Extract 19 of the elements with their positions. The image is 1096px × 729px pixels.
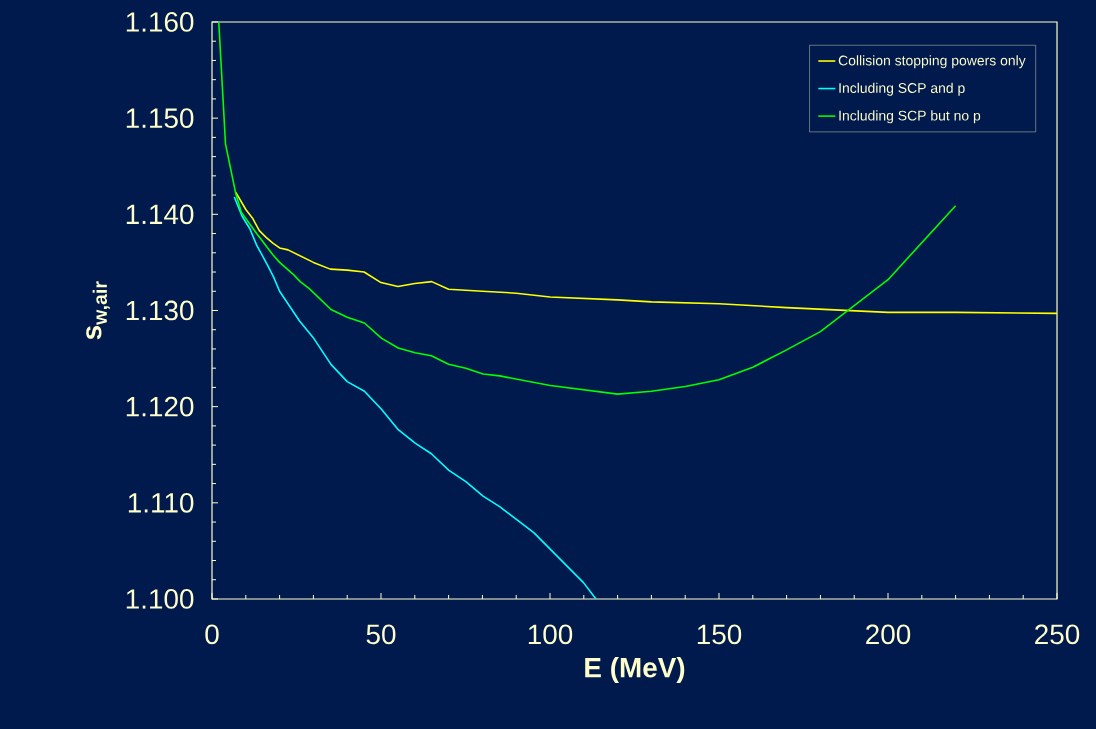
x-tick-label: 100 bbox=[528, 624, 573, 645]
x-tick-label: 200 bbox=[866, 624, 911, 645]
x-tick-label: 250 bbox=[1035, 624, 1080, 645]
y-tick-label: 1.140 bbox=[126, 204, 194, 225]
y-tick-label: 1.130 bbox=[126, 300, 194, 321]
legend-label: Collision stopping powers only bbox=[838, 55, 1026, 69]
x-axis-title: E (MeV) bbox=[585, 657, 685, 684]
line-series bbox=[233, 196, 597, 599]
x-tick-label: 50 bbox=[366, 624, 396, 645]
y-tick-label: 1.160 bbox=[126, 12, 194, 32]
y-tick-label: 1.100 bbox=[126, 589, 194, 609]
legend-label: Including SCP but no p bbox=[839, 110, 981, 124]
y-axis-title: s$_{w,air}$ bbox=[86, 281, 110, 340]
legend-label: Including SCP and p bbox=[839, 82, 965, 96]
y-tick-label: 1.110 bbox=[128, 492, 194, 513]
y-tick-label: 1.120 bbox=[126, 396, 194, 417]
x-tick-label: 150 bbox=[697, 624, 742, 645]
x-tick-label: 0 bbox=[205, 624, 219, 645]
y-tick-label: 1.150 bbox=[126, 108, 194, 129]
